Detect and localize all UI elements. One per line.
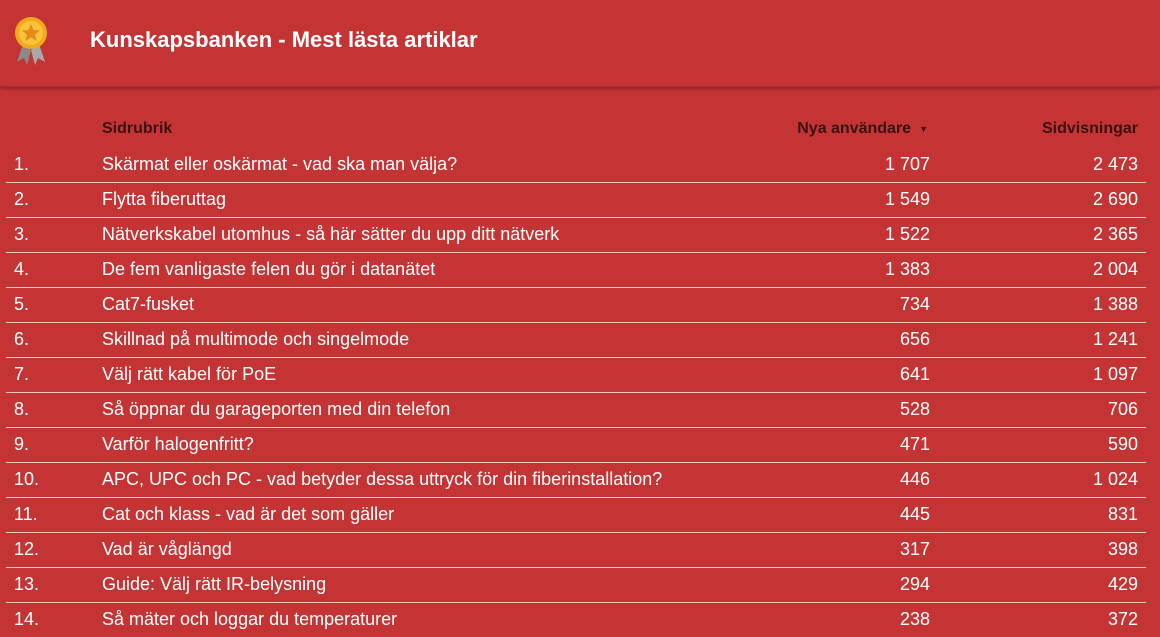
table-row[interactable]: 4. De fem vanligaste felen du gör i datan… — [6, 253, 1146, 288]
app-header: Kunskapsbanken - Mest lästa artiklar — [0, 0, 1160, 87]
column-header-new-users-label: Nya användare — [797, 120, 912, 137]
row-index: 14. — [14, 609, 40, 629]
row-new-users: 528 — [899, 399, 930, 419]
table-row[interactable]: 13. Guide: Välj rätt IR-belysning 294 429 — [6, 568, 1146, 603]
row-page-views: 1 024 — [1092, 469, 1138, 489]
row-new-users: 446 — [899, 469, 930, 489]
row-new-users: 1 522 — [884, 224, 930, 244]
row-page-views: 429 — [1107, 574, 1138, 594]
table-row[interactable]: 1. Skärmat eller oskärmat - vad ska man v… — [6, 148, 1146, 183]
row-page-title: Cat7-fusket — [102, 294, 195, 314]
row-index: 4. — [14, 259, 30, 279]
row-page-title: APC, UPC och PC - vad betyder dessa uttr… — [102, 469, 663, 489]
row-index: 7. — [14, 364, 30, 384]
column-header-new-users[interactable]: Nya användare ▼ — [797, 120, 928, 138]
row-index: 11. — [14, 504, 38, 524]
row-new-users: 471 — [899, 434, 930, 454]
row-page-title: Guide: Välj rätt IR-belysning — [102, 574, 327, 594]
row-page-views: 1 241 — [1092, 329, 1138, 349]
row-page-title: Nätverkskabel utomhus - så här sätter du… — [102, 224, 560, 244]
row-page-views: 1 097 — [1092, 364, 1138, 384]
row-index: 9. — [14, 434, 30, 454]
row-index: 3. — [14, 224, 30, 244]
row-page-views: 706 — [1107, 399, 1138, 419]
row-page-views: 2 365 — [1092, 224, 1138, 244]
row-page-views: 398 — [1107, 539, 1138, 559]
page-title: Kunskapsbanken - Mest lästa artiklar — [90, 27, 478, 52]
row-page-title: Flytta fiberuttag — [102, 189, 227, 209]
row-index: 5. — [14, 294, 30, 314]
row-page-views: 590 — [1107, 434, 1138, 454]
row-index: 8. — [14, 399, 30, 419]
row-page-title: De fem vanligaste felen du gör i datanät… — [102, 259, 436, 279]
row-page-views: 1 388 — [1092, 294, 1138, 314]
table-row[interactable]: 8. Så öppnar du garageporten med din tele… — [6, 393, 1146, 428]
table-row[interactable]: 10. APC, UPC och PC - vad betyder dessa u… — [6, 463, 1146, 498]
row-new-users: 641 — [899, 364, 930, 384]
row-new-users: 317 — [899, 539, 930, 559]
row-index: 12. — [14, 539, 40, 559]
table-row[interactable]: 5. Cat7-fusket 734 1 388 — [6, 288, 1146, 323]
table-row[interactable]: 3. Nätverkskabel utomhus - så här sätter … — [6, 218, 1146, 253]
row-page-views: 372 — [1107, 609, 1138, 629]
row-new-users: 238 — [899, 609, 930, 629]
row-new-users: 1 707 — [884, 154, 930, 174]
row-index: 13. — [14, 574, 40, 594]
table-row[interactable]: 12. Vad är våglängd 317 398 — [6, 533, 1146, 568]
column-header-page-views[interactable]: Sidvisningar — [1041, 120, 1138, 137]
row-page-title: Skillnad på multimode och singelmode — [102, 329, 410, 349]
row-page-title: Varför halogenfritt? — [102, 434, 254, 454]
row-page-title: Välj rätt kabel för PoE — [102, 364, 277, 384]
row-index: 10. — [14, 469, 40, 489]
table-row[interactable]: 2. Flytta fiberuttag 1 549 2 690 — [6, 183, 1146, 218]
row-page-views: 2 473 — [1092, 154, 1138, 174]
column-header-title[interactable]: Sidrubrik — [102, 120, 173, 137]
row-new-users: 656 — [899, 329, 930, 349]
award-ribbon-icon — [15, 17, 47, 65]
table-row[interactable]: 7. Välj rätt kabel för PoE 641 1 097 — [6, 358, 1146, 393]
sort-descending-icon[interactable]: ▼ — [919, 123, 928, 134]
row-new-users: 294 — [899, 574, 930, 594]
row-index: 2. — [14, 189, 30, 209]
table-row[interactable]: 14. Så mäter och loggar du temperaturer 23… — [6, 603, 1146, 637]
table-row[interactable]: 9. Varför halogenfritt? 471 590 — [6, 428, 1146, 463]
row-page-title: Cat och klass - vad är det som gäller — [102, 504, 395, 524]
row-new-users: 445 — [899, 504, 930, 524]
table-header: Sidrubrik Nya användare ▼ Sidvisningar — [0, 113, 1160, 148]
row-page-title: Så öppnar du garageporten med din telefo… — [102, 399, 451, 419]
table-row[interactable]: 6. Skillnad på multimode och singelmode 65… — [6, 323, 1146, 358]
row-index: 1. — [14, 154, 30, 174]
row-page-views: 2 004 — [1092, 259, 1138, 279]
row-page-title: Vad är våglängd — [102, 539, 232, 559]
row-page-title: Så mäter och loggar du temperaturer — [102, 609, 398, 629]
row-page-views: 831 — [1107, 504, 1138, 524]
row-new-users: 1 383 — [884, 259, 930, 279]
row-new-users: 734 — [899, 294, 930, 314]
table-row[interactable]: 11. Cat och klass - vad är det som gäller… — [6, 498, 1146, 533]
table-body: 1. Skärmat eller oskärmat - vad ska man v… — [0, 148, 1160, 637]
row-page-views: 2 690 — [1092, 189, 1138, 209]
most-read-articles-table: Sidrubrik Nya användare ▼ Sidvisningar 1.… — [0, 113, 1160, 637]
row-index: 6. — [14, 329, 30, 349]
row-page-title: Skärmat eller oskärmat - vad ska man väl… — [102, 154, 458, 174]
row-new-users: 1 549 — [884, 189, 930, 209]
